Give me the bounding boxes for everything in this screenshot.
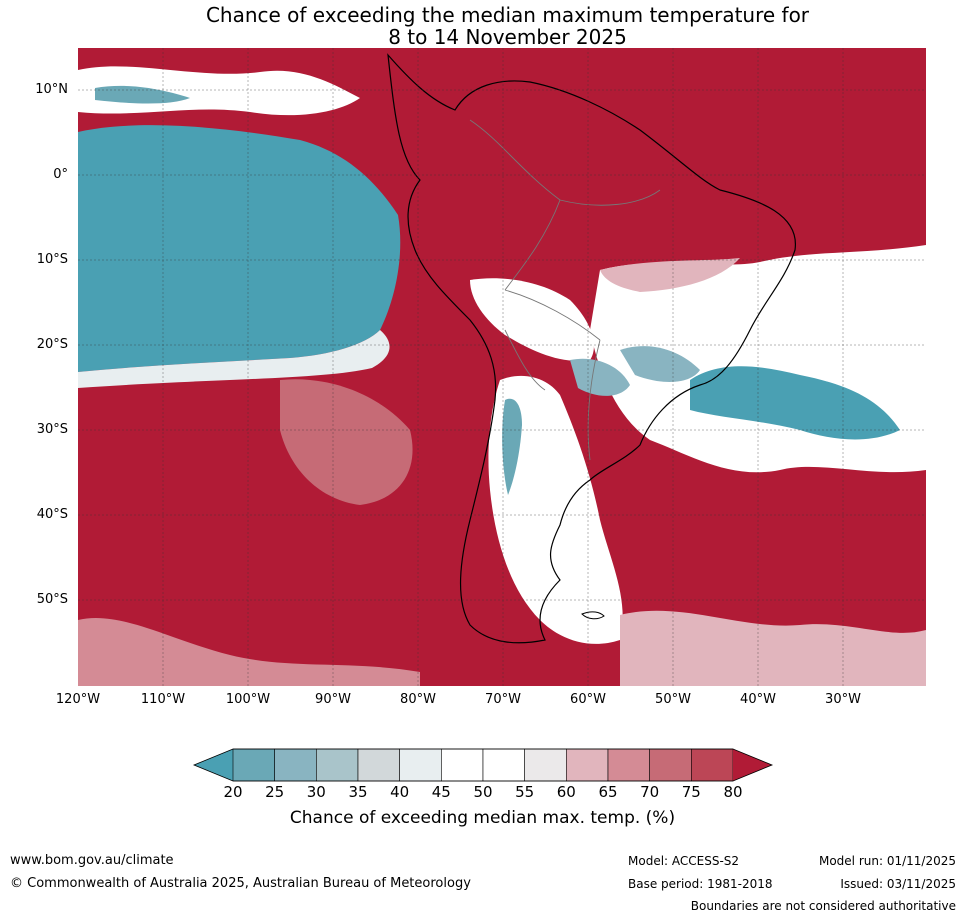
model-info: Model: ACCESS-S2 xyxy=(628,854,740,868)
lon-label-70w: 70°W xyxy=(485,692,521,707)
lon-label-100w: 100°W xyxy=(225,692,271,707)
colorbar-cell-40-45 xyxy=(399,748,442,782)
copyright-text: © Commonwealth of Australia 2025, Austra… xyxy=(10,876,471,891)
chart-title: Chance of exceeding the median maximum t… xyxy=(0,4,965,48)
north-pacific-teal xyxy=(95,85,190,104)
colorbar xyxy=(192,748,774,782)
lon-label-40w: 40°W xyxy=(740,692,776,707)
lon-label-50w: 50°W xyxy=(655,692,691,707)
lat-label-10s: 10°S xyxy=(36,252,68,267)
colorbar-cell-35-40 xyxy=(357,748,400,782)
title-line-1: Chance of exceeding the median maximum t… xyxy=(205,3,810,27)
colorbar-label-75: 75 xyxy=(681,783,701,801)
lat-label-0: 0° xyxy=(53,167,68,182)
website-link[interactable]: www.bom.gov.au/climate xyxy=(10,853,174,868)
lon-label-30w: 30°W xyxy=(825,692,861,707)
colorbar-cell-70-75 xyxy=(649,748,692,782)
graticule xyxy=(78,48,926,686)
lat-label-20s: 20°S xyxy=(36,337,68,352)
atlantic-teal-patch xyxy=(690,366,900,440)
colorbar-label-30: 30 xyxy=(306,783,326,801)
lat-label-10n: 10°N xyxy=(35,82,68,97)
colorbar-cell-20-25 xyxy=(232,748,275,782)
andes-white-streak xyxy=(488,375,623,644)
colorbar-label-55: 55 xyxy=(515,783,535,801)
colorbar-title: Chance of exceeding median max. temp. (%… xyxy=(289,808,676,828)
title-line-2: 8 to 14 November 2025 xyxy=(388,25,627,49)
southern-strip xyxy=(78,618,420,686)
colorbar-label-45: 45 xyxy=(431,783,451,801)
colorbar-label-20: 20 xyxy=(223,783,243,801)
model-run-info: Model run: 01/11/2025 xyxy=(818,854,956,868)
colorbar-cell-55-60 xyxy=(524,748,567,782)
disclaimer-text: Boundaries are not considered authoritat… xyxy=(690,899,956,913)
lat-label-30s: 30°S xyxy=(36,422,68,437)
atlantic-light-fringe xyxy=(600,258,740,292)
colorbar-cell-25-30 xyxy=(274,748,317,782)
lat-label-40s: 40°S xyxy=(36,507,68,522)
base-period-info: Base period: 1981-2018 xyxy=(628,877,773,891)
lon-label-110w: 110°W xyxy=(140,692,186,707)
atlantic-teal-patch-2 xyxy=(620,346,700,382)
pacific-mottled-zone xyxy=(280,379,413,505)
colorbar-label-60: 60 xyxy=(556,783,576,801)
colorbar-label-25: 25 xyxy=(265,783,285,801)
southern-strip-east xyxy=(620,610,926,686)
colorbar-label-40: 40 xyxy=(390,783,410,801)
lat-label-50s: 50°S xyxy=(36,592,68,607)
lon-label-90w: 90°W xyxy=(315,692,351,707)
colorbar-cell-50-55 xyxy=(482,748,525,782)
lon-label-80w: 80°W xyxy=(400,692,436,707)
pacific-low-region xyxy=(78,125,401,373)
pacific-low-fringe xyxy=(78,330,390,388)
map-panel xyxy=(78,48,926,686)
country-borders xyxy=(469,119,661,461)
colorbar-cell-60-65 xyxy=(566,748,609,782)
colorbar-below-arrow xyxy=(194,749,233,781)
south-america-coastline xyxy=(387,53,796,644)
andes-teal-streak xyxy=(502,398,522,495)
colorbar-label-70: 70 xyxy=(640,783,660,801)
colorbar-above-arrow xyxy=(733,749,772,781)
colorbar-label-35: 35 xyxy=(348,783,368,801)
colorbar-outline xyxy=(192,748,774,782)
lon-label-60w: 60°W xyxy=(570,692,606,707)
bolivia-white-patch xyxy=(470,278,594,361)
colorbar-cell-30-35 xyxy=(316,748,359,782)
colorbar-label-65: 65 xyxy=(598,783,618,801)
colorbar-cell-45-50 xyxy=(441,748,484,782)
colorbar-label-80: 80 xyxy=(723,783,743,801)
colorbar-label-50: 50 xyxy=(473,783,493,801)
colorbar-cell-65-70 xyxy=(607,748,650,782)
colorbar-cell-75-80 xyxy=(691,748,734,782)
issued-date: Issued: 03/11/2025 xyxy=(840,877,956,891)
chaco-teal-patch xyxy=(570,358,630,396)
lon-label-120w: 120°W xyxy=(55,692,101,707)
